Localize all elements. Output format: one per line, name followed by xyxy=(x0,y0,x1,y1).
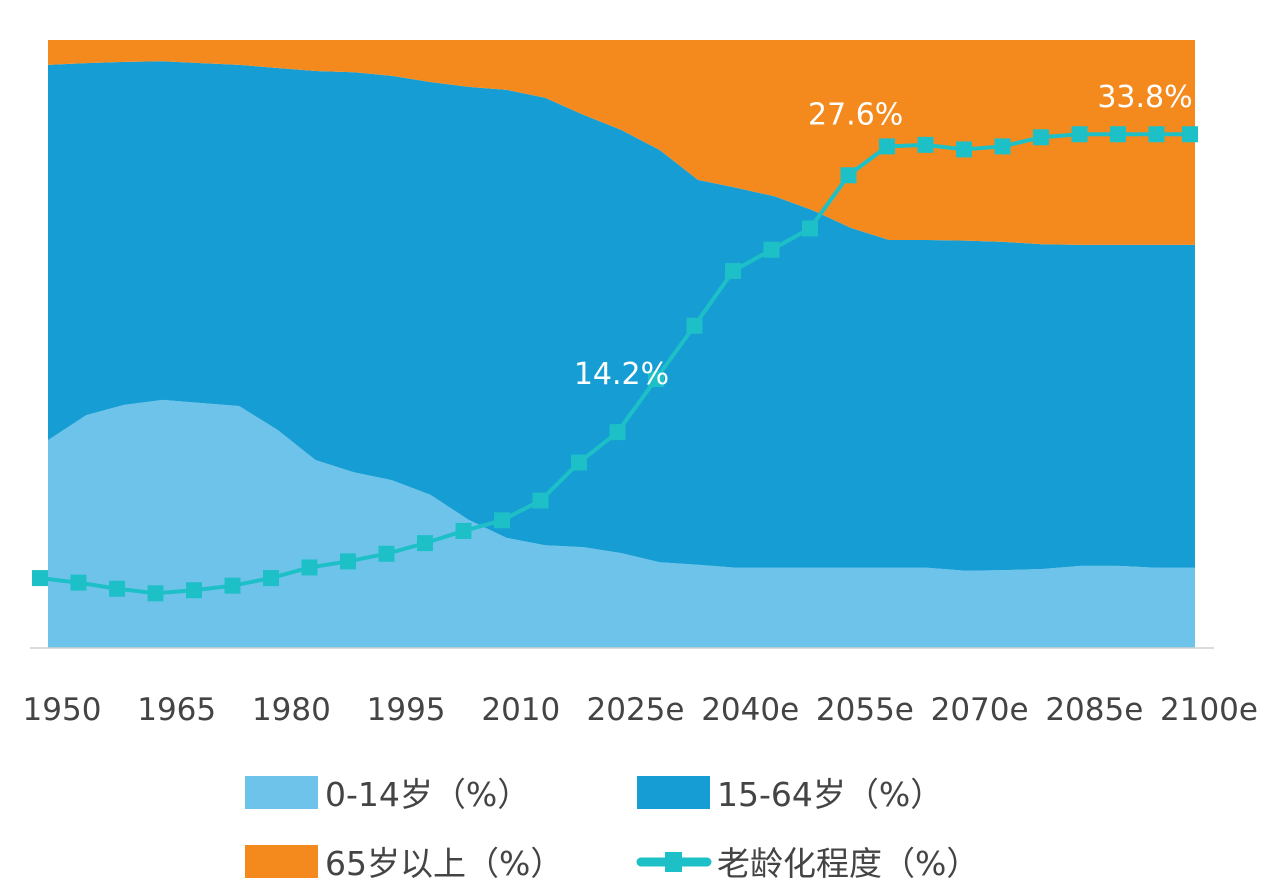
aging-marker xyxy=(301,559,318,576)
data-label: 33.8% xyxy=(1097,80,1192,115)
aging-marker xyxy=(186,582,202,599)
legend-label: 老龄化程度（%） xyxy=(717,844,979,883)
aging-marker xyxy=(879,138,895,155)
area-series xyxy=(48,40,1195,648)
aging-marker xyxy=(378,545,395,562)
aging-marker xyxy=(109,580,125,597)
aging-marker xyxy=(263,570,279,587)
aging-marker xyxy=(417,535,433,552)
x-tick-label: 1995 xyxy=(367,692,446,728)
x-tick-label: 2055e xyxy=(816,692,914,728)
aging-marker xyxy=(725,263,741,280)
aging-marker xyxy=(1110,126,1126,143)
legend-item: 0-14岁（%） xyxy=(245,775,530,814)
aging-marker xyxy=(802,220,818,237)
x-tick-label: 2100e xyxy=(1160,692,1258,728)
legend-swatch xyxy=(637,776,710,809)
aging-marker xyxy=(1071,126,1088,143)
aging-marker xyxy=(917,136,934,153)
aging-marker xyxy=(609,424,626,441)
x-tick-label: 2085e xyxy=(1045,692,1143,728)
aging-marker xyxy=(648,370,664,387)
x-tick-label: 2040e xyxy=(701,692,799,728)
x-tick-label: 1950 xyxy=(23,692,102,728)
legend-swatch xyxy=(245,776,318,809)
legend-item: 15-64岁（%） xyxy=(637,775,943,814)
x-tick-label: 2025e xyxy=(587,692,685,728)
legend-marker xyxy=(665,852,682,872)
aging-marker xyxy=(840,167,857,184)
aging-marker xyxy=(455,522,472,539)
x-tick-labels: 1950 1965 1980 1995 2010 2025e 2040e 2055e 2070e… xyxy=(23,692,1258,728)
aging-marker xyxy=(147,585,164,602)
data-label: 27.6% xyxy=(808,97,903,132)
legend-swatch xyxy=(245,845,318,878)
aging-marker xyxy=(763,241,780,258)
aging-marker xyxy=(1148,126,1165,143)
aging-marker xyxy=(532,492,549,509)
aging-marker xyxy=(956,141,972,158)
aging-marker xyxy=(1033,129,1049,146)
legend: 0-14岁（%） 15-64岁（%） 65岁以上（%） 老龄化程度（%） xyxy=(245,775,979,883)
aging-marker xyxy=(994,138,1011,155)
x-tick-label: 1965 xyxy=(137,692,216,728)
x-tick-label: 2070e xyxy=(931,692,1029,728)
data-label: 14.2% xyxy=(574,357,669,392)
aging-marker xyxy=(224,577,241,594)
legend-label: 15-64岁（%） xyxy=(717,775,943,814)
legend-label: 0-14岁（%） xyxy=(325,775,530,814)
aging-marker xyxy=(686,317,703,334)
aging-marker xyxy=(32,570,48,587)
legend-item: 老龄化程度（%） xyxy=(636,844,979,883)
line-series xyxy=(32,126,1198,602)
legend-item: 65岁以上（%） xyxy=(245,844,563,883)
area-15-64 xyxy=(48,61,1195,571)
aging-marker xyxy=(340,553,356,570)
legend-label: 65岁以上（%） xyxy=(325,844,563,883)
x-tick-label: 1980 xyxy=(252,692,331,728)
area-0-14 xyxy=(48,399,1195,648)
aging-marker xyxy=(494,512,510,529)
x-tick-label: 2010 xyxy=(481,692,560,728)
data-labels: 14.2% 27.6% 33.8% xyxy=(574,80,1193,392)
aging-marker xyxy=(571,454,587,471)
aging-marker xyxy=(1182,126,1198,143)
aging-marker xyxy=(70,574,87,591)
area-65-plus xyxy=(48,40,1195,245)
